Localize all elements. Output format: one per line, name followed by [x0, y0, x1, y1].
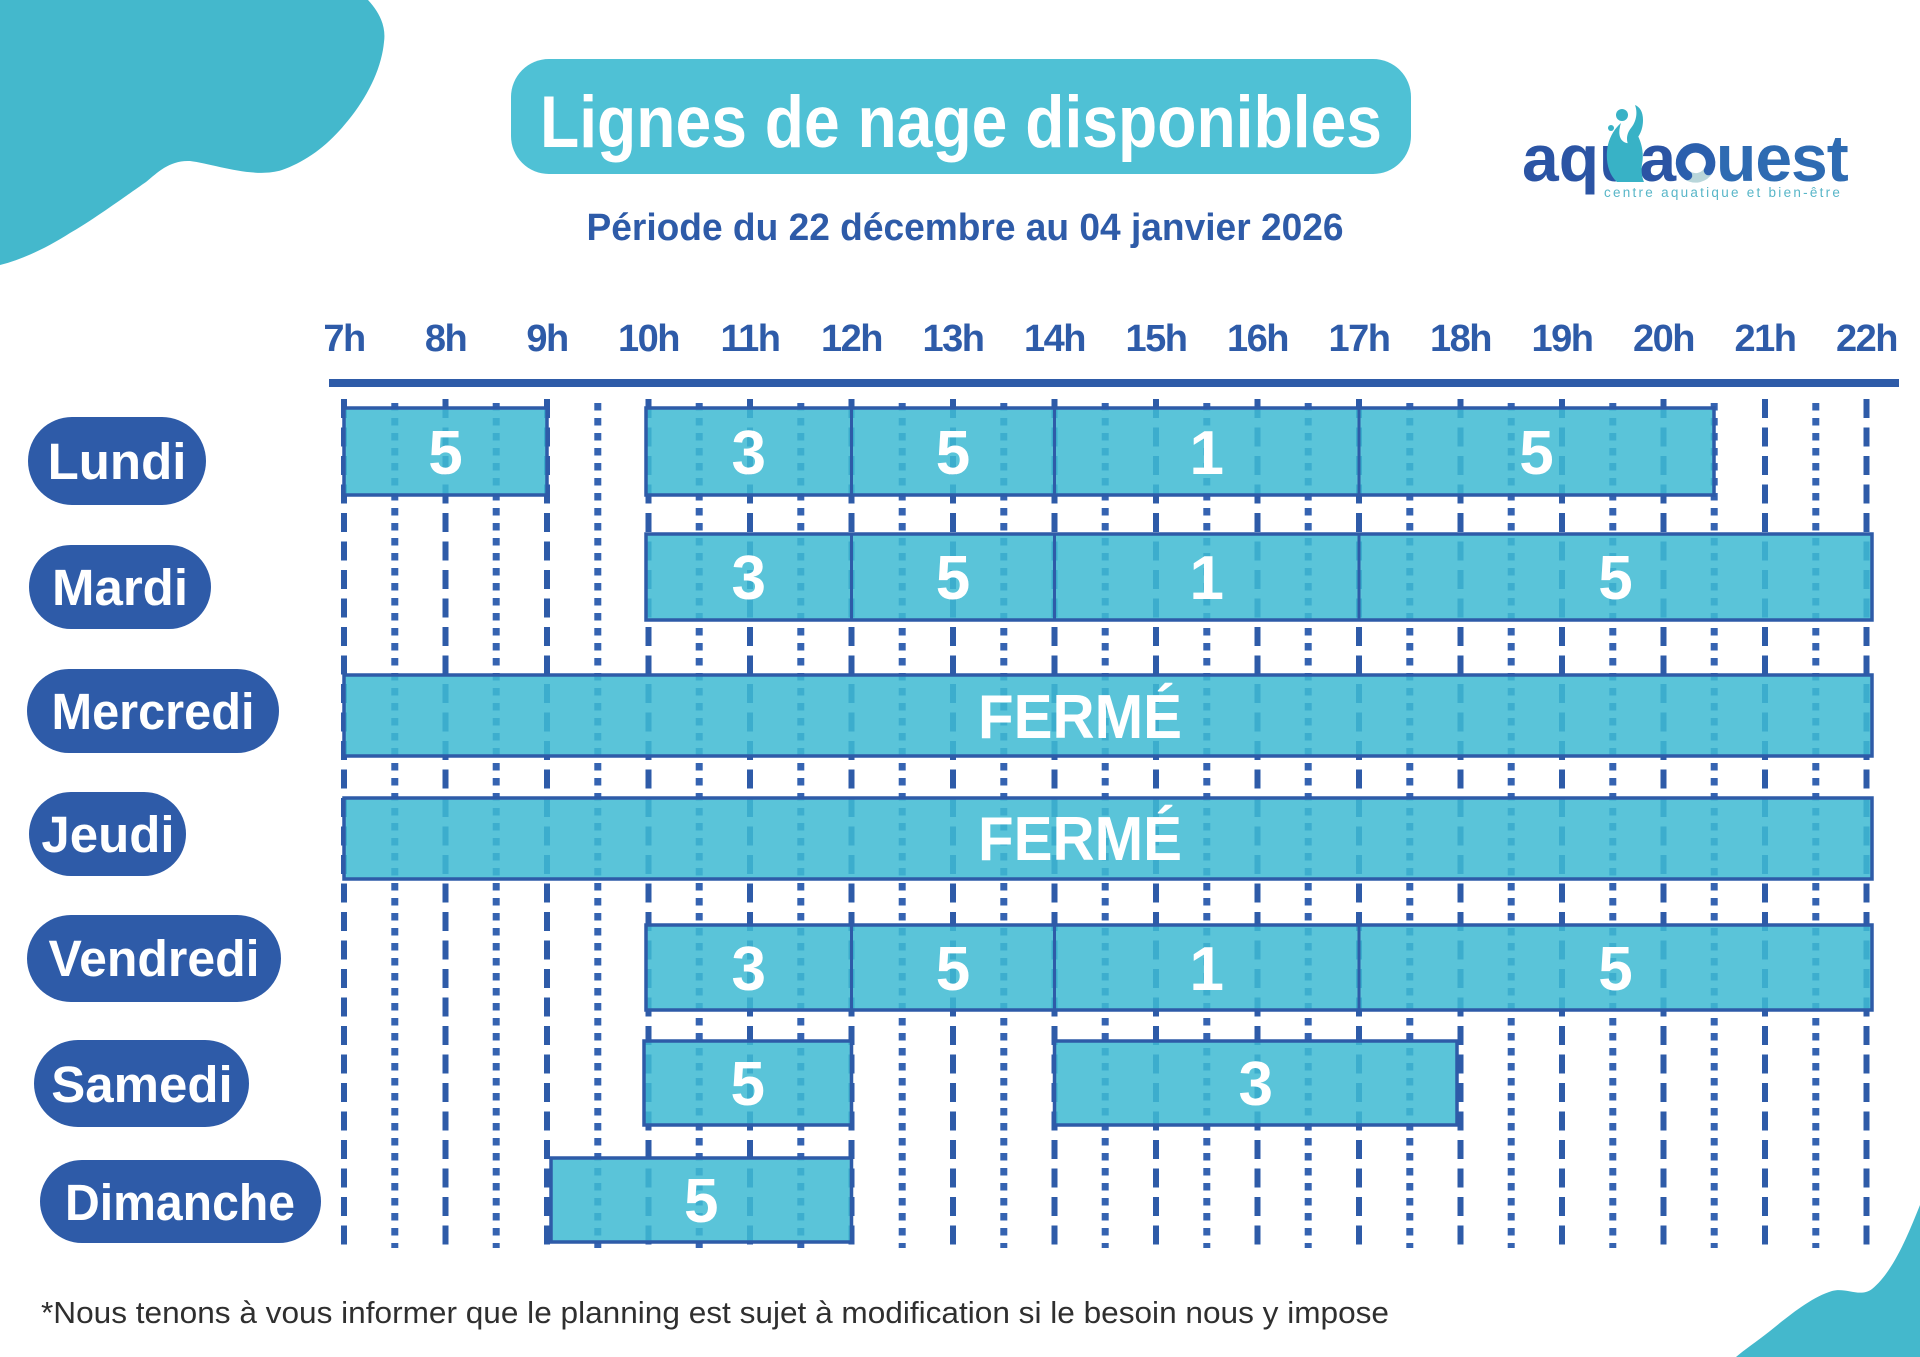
- svg-text:5: 5: [1598, 935, 1632, 1004]
- svg-text:1: 1: [1190, 935, 1224, 1004]
- svg-text:Mercredi: Mercredi: [52, 683, 255, 740]
- svg-text:Lundi: Lundi: [48, 433, 187, 490]
- svg-text:7h: 7h: [323, 318, 364, 360]
- svg-text:10h: 10h: [618, 318, 679, 360]
- svg-text:Dimanche: Dimanche: [65, 1174, 295, 1231]
- svg-text:centre aquatique et bien-être: centre aquatique et bien-être: [1604, 185, 1842, 200]
- svg-text:9h: 9h: [526, 318, 567, 360]
- svg-text:Vendredi: Vendredi: [49, 930, 260, 987]
- svg-text:14h: 14h: [1024, 318, 1085, 360]
- svg-text:uest: uest: [1716, 121, 1849, 195]
- svg-text:11h: 11h: [721, 318, 780, 360]
- svg-text:3: 3: [732, 419, 766, 488]
- svg-text:19h: 19h: [1532, 318, 1593, 360]
- svg-text:Période du 22 décembre au 04 j: Période du 22 décembre au 04 janvier 202…: [587, 207, 1344, 249]
- svg-text:18h: 18h: [1430, 318, 1491, 360]
- svg-text:3: 3: [732, 544, 766, 613]
- svg-text:5: 5: [936, 544, 970, 613]
- svg-text:3: 3: [732, 935, 766, 1004]
- svg-text:22h: 22h: [1836, 318, 1897, 360]
- svg-text:16h: 16h: [1227, 318, 1288, 360]
- svg-text:1: 1: [1190, 544, 1224, 613]
- svg-text:5: 5: [936, 935, 970, 1004]
- svg-text:5: 5: [936, 419, 970, 488]
- svg-text:aqua: aqua: [1522, 121, 1677, 195]
- svg-text:17h: 17h: [1329, 318, 1390, 360]
- svg-text:3: 3: [1239, 1050, 1273, 1119]
- svg-text:5: 5: [1519, 419, 1553, 488]
- svg-text:Samedi: Samedi: [51, 1056, 232, 1113]
- svg-text:12h: 12h: [821, 318, 882, 360]
- svg-text:15h: 15h: [1126, 318, 1187, 360]
- svg-text:21h: 21h: [1735, 318, 1796, 360]
- svg-text:1: 1: [1190, 419, 1224, 488]
- svg-text:Jeudi: Jeudi: [41, 806, 174, 863]
- svg-text:5: 5: [1598, 544, 1632, 613]
- svg-text:5: 5: [428, 419, 462, 488]
- svg-text:Lignes de nage disponibles: Lignes de nage disponibles: [540, 82, 1382, 163]
- svg-text:20h: 20h: [1633, 318, 1694, 360]
- svg-text:5: 5: [731, 1050, 765, 1119]
- svg-text:13h: 13h: [923, 318, 984, 360]
- svg-text:*Nous tenons à vous informer q: *Nous tenons à vous informer que le plan…: [41, 1295, 1389, 1330]
- svg-text:8h: 8h: [425, 318, 466, 360]
- svg-text:5: 5: [684, 1167, 718, 1236]
- svg-text:Mardi: Mardi: [52, 559, 188, 616]
- svg-text:FERMÉ: FERMÉ: [978, 683, 1182, 752]
- svg-text:FERMÉ: FERMÉ: [978, 805, 1182, 874]
